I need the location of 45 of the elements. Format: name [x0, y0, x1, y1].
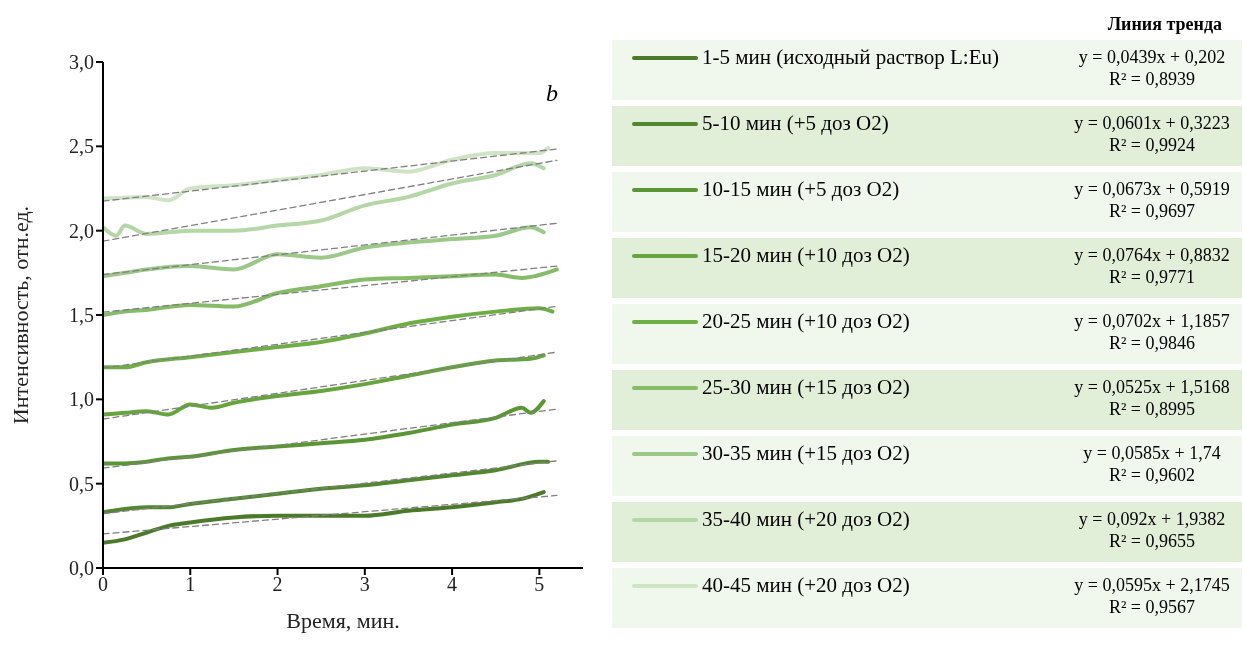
text: y = 0,0525x + 1,5168: [1073, 376, 1231, 398]
text: R² = 0,9655: [1107, 530, 1197, 552]
text: y = 0,0702x + 1,1857: [1073, 310, 1231, 332]
y-tick-label: 3,0: [69, 51, 94, 74]
x-tick-label: 1: [185, 573, 196, 596]
text: R² = 0,9697: [1107, 200, 1197, 222]
text: R² = 0,9602: [1107, 464, 1197, 486]
y-tick-label: 1,0: [69, 388, 94, 411]
text: R² = 0,8939: [1107, 68, 1197, 90]
legend-label: 5-10 мин (+5 доз O2): [702, 110, 890, 136]
text: R² = 0,9924: [1107, 134, 1197, 156]
text: y = 0,0673x + 0,5919: [1073, 178, 1231, 200]
text: y = 0,092x + 1,9382: [1077, 508, 1227, 530]
text: y = 0,0595x + 2,1745: [1073, 574, 1231, 596]
legend-title: Линия тренда: [1106, 13, 1223, 36]
y-tick-label: 1,5: [69, 304, 94, 327]
text: R² = 0,9567: [1107, 596, 1197, 618]
text: y = 0,0439x + 0,202: [1077, 46, 1227, 68]
text: R² = 0,9771: [1107, 266, 1197, 288]
legend-label: 35-40 мин (+20 доз O2): [702, 506, 911, 532]
legend-label: 25-30 мин (+15 доз O2): [702, 374, 911, 400]
text: y = 0,0601x + 0,3223: [1073, 112, 1231, 134]
x-tick-label: 5: [534, 573, 545, 596]
x-tick-label: 4: [447, 573, 458, 596]
annotation: b: [546, 80, 558, 107]
legend-label: 40-45 мин (+20 доз O2): [702, 572, 911, 598]
x-axis-title: Время, мин.: [286, 608, 400, 633]
y-tick-label: 0,5: [69, 472, 94, 495]
y-tick-label: 2,5: [69, 135, 94, 158]
text: R² = 0,9846: [1107, 332, 1197, 354]
x-tick-label: 0: [98, 573, 108, 596]
legend-label: 20-25 мин (+10 доз O2): [702, 308, 911, 334]
text: y = 0,0585x + 1,74: [1082, 442, 1222, 464]
text: y = 0,0764x + 0,8832: [1073, 244, 1231, 266]
x-tick-label: 2: [272, 573, 283, 596]
text: R² = 0,8995: [1107, 398, 1197, 420]
legend-label: 10-15 мин (+5 доз O2): [702, 176, 901, 202]
legend-label: 1-5 мин (исходный раствор L:Eu): [702, 44, 1000, 70]
legend-label: 30-35 мин (+15 доз O2): [702, 440, 911, 466]
y-tick-label: 0,0: [69, 557, 94, 580]
line-series: [103, 490, 546, 545]
x-tick-label: 3: [359, 573, 370, 596]
y-axis-title: Интенсивность, отн.ед.: [7, 205, 33, 425]
y-tick-label: 2,0: [69, 219, 94, 242]
legend-label: 15-20 мин (+10 доз O2): [702, 242, 911, 268]
